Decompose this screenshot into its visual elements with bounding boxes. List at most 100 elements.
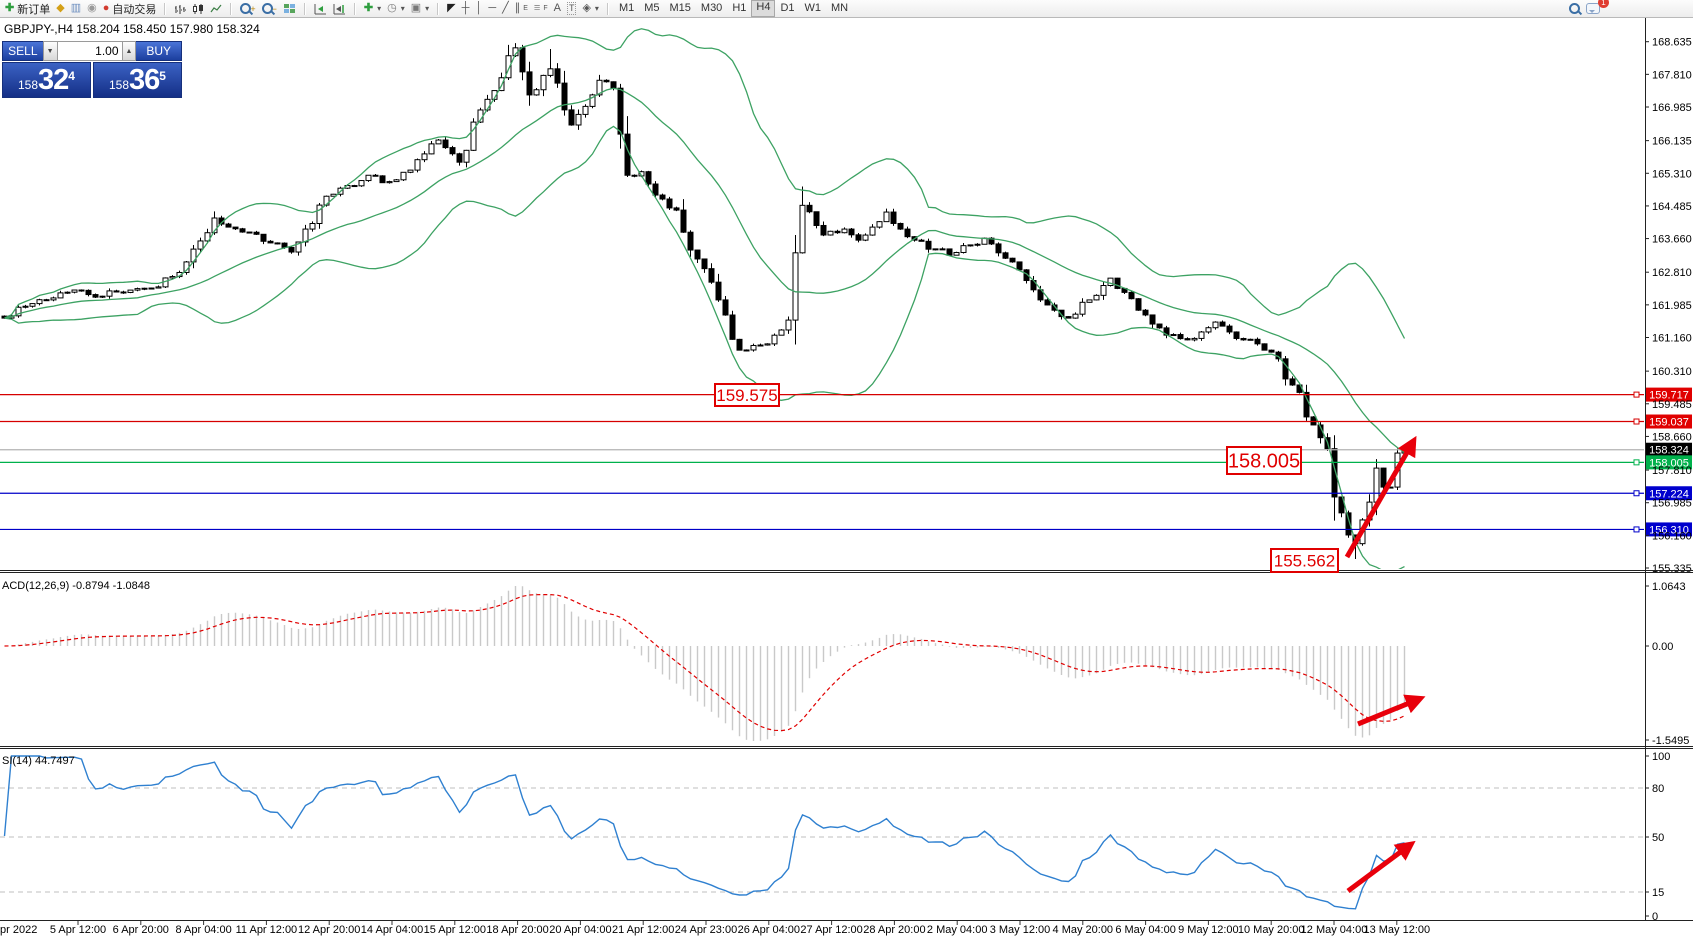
text-tool-button[interactable]: A	[551, 1, 564, 16]
autotrading-button[interactable]: ● 自动交易	[100, 1, 160, 16]
timeframe-button-m30[interactable]: M30	[700, 2, 723, 14]
cube-button[interactable]: ◆	[53, 1, 67, 16]
rsi-axis-label: 0	[1652, 911, 1658, 923]
timeframe-button-w1[interactable]: W1	[804, 2, 822, 14]
macd-trend-arrow[interactable]	[1357, 694, 1426, 727]
bollinger-bands-layer	[4, 28, 1406, 569]
horizontal-line-icon: ─	[488, 2, 497, 14]
crosshair-icon: ┼	[461, 2, 470, 14]
volume-input[interactable]	[57, 41, 122, 61]
auto-scroll-button[interactable]	[311, 1, 330, 16]
template-icon: ▣	[410, 2, 422, 14]
channel-tool-button[interactable]: ∥ E	[514, 2, 528, 14]
crosshair-tool-button[interactable]: ┼	[459, 1, 473, 16]
indicators-button[interactable]: ✚ ▾	[363, 2, 382, 14]
price-axis-label: 164.485	[1652, 201, 1692, 213]
new-order-icon: ✚	[5, 2, 15, 14]
new-order-button[interactable]: ✚ 新订单	[2, 1, 53, 16]
time-axis-label: 6 May 04:00	[1115, 924, 1176, 936]
drawing-objects-layer[interactable]: 159.575 158.005 155.562	[714, 383, 1426, 894]
annotation-text: 158.005	[1228, 451, 1300, 473]
time-axis-label: 12 Apr 20:00	[298, 924, 360, 936]
macd-pane-layer: ACD(12,26,9) -0.8794 -1.0848	[2, 580, 1406, 741]
new-order-label: 新订单	[17, 3, 51, 16]
time-axis-label: 3 May 12:00	[990, 924, 1051, 936]
zoom-out-button[interactable]: −	[259, 1, 280, 16]
time-axis-label: 15 Apr 12:00	[424, 924, 486, 936]
periods-button[interactable]: ◷ ▾	[387, 2, 405, 14]
time-axis-label: 5 Apr 12:00	[50, 924, 106, 936]
toolbar-separator	[606, 2, 609, 15]
zoom-in-button[interactable]: +	[237, 1, 258, 16]
notification-badge: 1	[1598, 0, 1609, 8]
price-axis-label: 162.810	[1652, 267, 1692, 279]
time-axis-label: 21 Apr 12:00	[612, 924, 674, 936]
price-line-label: 156.310	[1649, 524, 1689, 536]
chart-window-button[interactable]: ▥	[68, 1, 84, 16]
timeframe-button-m15[interactable]: M15	[669, 2, 691, 14]
rsi-indicator-label: SI(14) 44.7497	[2, 755, 75, 767]
tile-windows-button[interactable]	[280, 1, 299, 16]
time-axis-label: 27 Apr 12:00	[800, 924, 862, 936]
price-annotation[interactable]: 158.005	[1226, 446, 1302, 475]
label-tool-button[interactable]: T	[564, 1, 580, 16]
buy-price-sup: 5	[159, 69, 166, 83]
price-axis-label: 160.310	[1652, 366, 1692, 378]
price-annotation[interactable]: 159.575	[714, 383, 780, 407]
hline-tool-button[interactable]: ─	[485, 1, 499, 16]
auto-scroll-icon	[314, 3, 327, 15]
shapes-tool-button[interactable]: ◈ ▾	[582, 2, 599, 14]
time-axis-label: 11 Apr 12:00	[236, 924, 298, 936]
rsi-axis-label: 100	[1652, 751, 1670, 763]
price-annotation[interactable]: 155.562	[1270, 548, 1339, 573]
timeframe-button-mn[interactable]: MN	[831, 2, 849, 14]
price-axis-label: 158.660	[1652, 431, 1692, 443]
price-axis-label: 166.135	[1652, 136, 1692, 148]
signal-icon: ◉	[87, 2, 97, 14]
trendline-tool-button[interactable]: ╱	[499, 1, 512, 16]
price-axis-label: 156.985	[1652, 498, 1692, 510]
timeframe-button-h1[interactable]: H1	[732, 2, 747, 14]
line-chart-mode-button[interactable]	[207, 1, 225, 16]
price-line-label: 158.324	[1649, 445, 1689, 457]
buy-price-small: 158	[109, 78, 130, 92]
macd-axis-label: 0.00	[1652, 641, 1673, 653]
chart-shift-button[interactable]	[330, 1, 349, 16]
candles-layer	[1, 43, 1408, 560]
buy-price-display[interactable]: 158 36 5	[93, 62, 182, 98]
timeframe-button-d1[interactable]: D1	[780, 2, 795, 14]
templates-button[interactable]: ▣ ▾	[410, 2, 430, 14]
timeframe-button-m5[interactable]: M5	[644, 2, 660, 14]
cursor-tool-button[interactable]: ◤	[444, 1, 458, 16]
horizontal-lines-layer[interactable]	[0, 391, 1644, 533]
volume-increase-button[interactable]: ▲	[121, 41, 137, 61]
vline-tool-button[interactable]: │	[472, 1, 485, 16]
candle-chart-mode-button[interactable]	[189, 1, 207, 16]
indicators-plus-icon: ✚	[363, 2, 374, 14]
fibonacci-tool-button[interactable]: ≡ F	[533, 2, 548, 14]
price-line-label: 157.224	[1649, 488, 1689, 500]
signal-button[interactable]: ◉	[84, 1, 100, 16]
zoom-out-icon	[261, 3, 273, 14]
rsi-trend-arrow[interactable]	[1346, 840, 1416, 894]
timeframe-button-h4[interactable]: H4	[751, 0, 776, 17]
volume-decrease-button[interactable]: ▼	[42, 41, 58, 61]
text-label-icon: T	[566, 2, 577, 15]
bar-chart-mode-button[interactable]	[171, 1, 189, 16]
time-axis-label: 6 Apr 20:00	[113, 924, 169, 936]
annotation-text: 155.562	[1274, 552, 1335, 571]
buy-button[interactable]: BUY	[136, 41, 183, 61]
sell-button[interactable]: SELL	[2, 41, 43, 61]
time-axis-label: 13 May 12:00	[1363, 924, 1430, 936]
autotrading-icon: ●	[102, 2, 110, 14]
timeframe-button-m1[interactable]: M1	[618, 2, 635, 14]
time-axis-label: 20 Apr 04:00	[549, 924, 611, 936]
sell-price-display[interactable]: 158 32 4	[2, 62, 91, 98]
line-chart-icon	[210, 3, 222, 15]
chat-bubble-icon	[1586, 3, 1600, 14]
search-button[interactable]	[1566, 1, 1583, 16]
notifications-button[interactable]: 1	[1583, 0, 1609, 16]
price-trend-arrow[interactable]	[1344, 435, 1417, 559]
